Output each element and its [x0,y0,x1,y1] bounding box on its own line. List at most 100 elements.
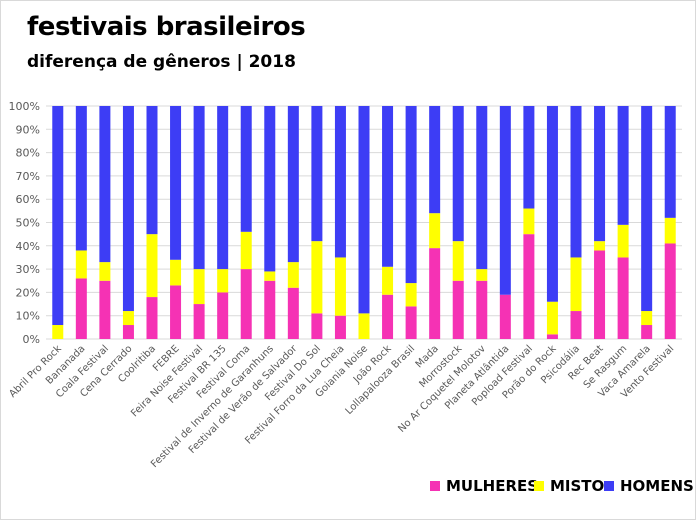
bar-segment-mulheres [311,313,323,339]
bar-segment-homens [523,106,535,209]
bar-segment-homens [405,106,417,284]
bar-segment-homens [75,106,87,251]
bar-segment-misto [75,250,87,279]
bar-segment-misto [146,234,158,298]
y-tick-label: 70% [16,170,40,183]
bar-segment-misto [641,311,653,326]
bar-segment-mulheres [264,280,276,339]
bar-segment-misto [546,301,558,335]
y-tick-label: 80% [16,147,40,160]
bar-segment-mulheres [217,292,229,339]
bar-segment-misto [193,269,205,305]
bar-segment-misto [311,241,323,314]
bar-segment-mulheres [405,306,417,339]
bar-segment-misto [664,217,676,244]
bar-segment-homens [546,106,558,302]
bar-segment-homens [99,106,111,263]
bar-segment-homens [641,106,653,312]
legend-label-mulheres: MULHERES [446,477,539,495]
bar-segment-mulheres [287,287,299,339]
bar-segment-misto [122,311,134,326]
bars [52,106,676,339]
bar-segment-misto [594,241,606,251]
bar-segment-homens [382,106,394,267]
bar-segment-homens [146,106,158,235]
bar-segment-misto [382,266,394,295]
legend-swatch-mulheres [430,481,440,491]
legend-label-homens: HOMENS [620,477,694,495]
bar-segment-mulheres [570,311,582,339]
bar-segment-misto [264,271,276,281]
bar-segment-homens [570,106,582,258]
bar-segment-mulheres [617,257,629,339]
legend-swatch-misto [534,481,544,491]
bar-segment-misto [429,213,441,249]
bar-segment-homens [594,106,606,242]
bar-segment-mulheres [523,234,535,339]
y-tick-label: 0% [23,333,40,346]
bar-segment-homens [193,106,205,270]
y-tick-label: 60% [16,193,40,206]
legend-label-misto: MISTO [550,477,605,495]
bar-segment-homens [358,106,370,314]
y-tick-label: 50% [16,217,40,230]
bar-segment-mulheres [170,285,182,339]
bar-segment-mulheres [146,297,158,339]
bar-segment-mulheres [594,250,606,339]
y-tick-label: 20% [16,286,40,299]
bar-segment-homens [499,106,511,295]
bar-segment-mulheres [499,294,511,339]
bar-segment-misto [170,259,182,286]
y-tick-label: 30% [16,263,40,276]
bar-segment-mulheres [429,248,441,339]
bar-segment-misto [570,257,582,312]
bar-segment-homens [476,106,488,270]
y-tick-label: 90% [16,123,40,136]
y-tick-label: 10% [16,310,40,323]
bar-segment-mulheres [546,334,558,339]
bar-segment-misto [405,283,417,307]
bar-segment-homens [217,106,229,270]
bar-segment-misto [240,231,252,270]
y-tick-label: 100% [9,100,40,113]
chart-subtitle: diferença de gêneros | 2018 [27,52,296,72]
bar-segment-homens [287,106,299,263]
bar-segment-homens [311,106,323,242]
bar-segment-misto [217,269,229,293]
bar-segment-homens [452,106,464,242]
bar-segment-misto [99,262,111,281]
bar-segment-mulheres [193,304,205,339]
legend-mulheres: MULHERES [430,476,538,496]
bar-segment-mulheres [452,280,464,339]
bar-segment-homens [52,106,64,326]
bar-segment-mulheres [240,269,252,339]
bar-segment-mulheres [75,278,87,339]
bar-segment-homens [240,106,252,232]
bar-segment-misto [334,257,346,316]
bar-segment-homens [429,106,441,214]
bar-segment-misto [287,262,299,288]
bar-segment-misto [523,208,535,235]
bar-segment-homens [334,106,346,258]
bar-segment-misto [452,241,464,281]
bar-segment-mulheres [99,280,111,339]
bar-segment-mulheres [334,315,346,339]
bar-segment-mulheres [382,294,394,339]
bar-segment-mulheres [476,280,488,339]
chart-title: festivais brasileiros [27,12,306,42]
bar-segment-misto [476,269,488,281]
bar-segment-homens [264,106,276,272]
y-axis: 0% 10% 20% 30% 40% 50% 60% 70% 80% 90% 100% [9,100,40,346]
y-tick-label: 40% [16,240,40,253]
bar-segment-mulheres [641,325,653,339]
bar-segment-homens [664,106,676,218]
bar-segment-homens [170,106,182,260]
legend-swatch-homens [604,481,614,491]
bar-segment-misto [358,313,370,339]
bar-segment-misto [52,325,64,339]
bar-segment-mulheres [122,325,134,339]
legend-misto: MISTO [534,476,604,496]
bar-segment-misto [617,224,629,258]
